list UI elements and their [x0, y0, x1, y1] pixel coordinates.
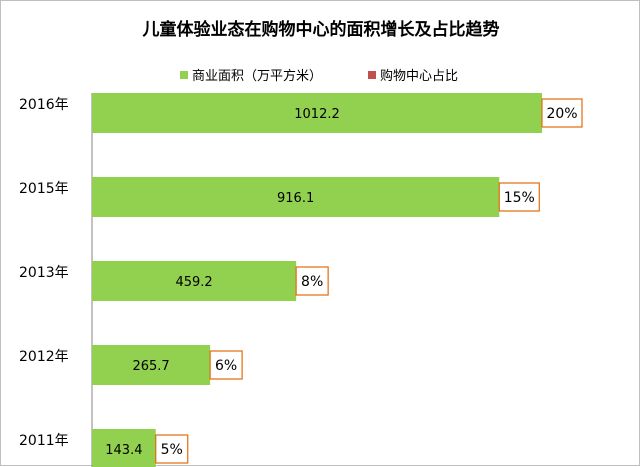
data-label-area: 459.2 — [175, 275, 212, 290]
data-label-ratio: 5% — [161, 442, 183, 458]
chart-title: 儿童体验业态在购物中心的面积增长及占比趋势 — [142, 19, 500, 40]
data-label-area: 143.4 — [105, 443, 142, 458]
ratio-label-box — [498, 182, 540, 212]
data-label-ratio: 20% — [546, 106, 577, 122]
bar-area — [92, 177, 500, 217]
legend: 商业面积（万平方米） 购物中心占比 — [180, 68, 458, 84]
category-label: 2016年 — [19, 97, 69, 113]
legend-swatch-area — [180, 71, 188, 79]
bar-area — [92, 345, 211, 385]
ratio-label-box — [155, 434, 189, 464]
data-label-area: 265.7 — [132, 359, 169, 374]
ratio-label-box — [541, 98, 583, 128]
category-label: 2011年 — [19, 433, 69, 449]
ratio-label-box — [295, 266, 329, 296]
bar-area — [92, 261, 297, 301]
category-label: 2015年 — [19, 181, 69, 197]
data-label-ratio: 15% — [504, 190, 535, 206]
bar-area — [92, 93, 542, 133]
legend-label-area: 商业面积（万平方米） — [192, 68, 322, 84]
chart-marks: 2016年 1012.2 20% 2015年 916.1 15% 2013年 459.2 8% 2… — [19, 93, 583, 467]
data-label-ratio: 8% — [301, 274, 323, 290]
ratio-label-box — [209, 350, 243, 380]
bar-area — [92, 429, 156, 467]
legend-swatch-ratio — [368, 71, 376, 79]
data-label-ratio: 6% — [215, 358, 237, 374]
category-label: 2012年 — [19, 349, 69, 365]
category-label: 2013年 — [19, 265, 69, 281]
data-label-area: 1012.2 — [294, 107, 340, 122]
data-label-area: 916.1 — [277, 191, 314, 206]
legend-label-ratio: 购物中心占比 — [380, 68, 458, 84]
